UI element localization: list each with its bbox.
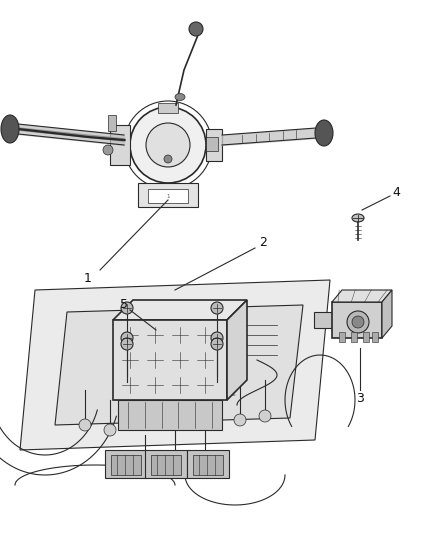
Ellipse shape xyxy=(315,120,333,146)
Circle shape xyxy=(189,22,203,36)
Bar xyxy=(187,450,229,478)
Bar xyxy=(145,450,187,478)
Bar xyxy=(351,332,357,342)
Ellipse shape xyxy=(352,214,364,222)
Circle shape xyxy=(104,424,116,436)
Text: 1: 1 xyxy=(84,271,92,285)
Bar xyxy=(108,115,116,131)
Polygon shape xyxy=(118,400,222,430)
Bar xyxy=(363,332,369,342)
Polygon shape xyxy=(20,280,330,450)
Text: 4: 4 xyxy=(392,187,400,199)
Circle shape xyxy=(79,419,91,431)
Circle shape xyxy=(130,107,206,183)
Polygon shape xyxy=(227,300,247,400)
Circle shape xyxy=(347,311,369,333)
Circle shape xyxy=(234,414,246,426)
Bar xyxy=(111,455,141,475)
Text: 2: 2 xyxy=(259,237,267,249)
Circle shape xyxy=(146,123,190,167)
Bar xyxy=(339,332,345,342)
Circle shape xyxy=(121,302,133,314)
Polygon shape xyxy=(332,290,392,302)
Circle shape xyxy=(103,145,113,155)
Circle shape xyxy=(121,332,133,344)
Circle shape xyxy=(164,155,172,163)
Text: 3: 3 xyxy=(356,392,364,405)
Polygon shape xyxy=(113,320,227,400)
Circle shape xyxy=(259,410,271,422)
Text: 5: 5 xyxy=(120,297,128,311)
Bar xyxy=(151,455,181,475)
Bar xyxy=(158,103,178,113)
Circle shape xyxy=(211,332,223,344)
Polygon shape xyxy=(382,290,392,338)
Polygon shape xyxy=(55,305,303,425)
Ellipse shape xyxy=(1,115,19,143)
Circle shape xyxy=(211,302,223,314)
Ellipse shape xyxy=(175,93,185,101)
Bar xyxy=(110,125,130,165)
Bar xyxy=(193,455,223,475)
Polygon shape xyxy=(113,300,247,320)
Polygon shape xyxy=(332,302,382,338)
Text: 1: 1 xyxy=(166,193,170,198)
Bar xyxy=(138,183,198,207)
Circle shape xyxy=(211,338,223,350)
Bar xyxy=(206,129,222,161)
Bar xyxy=(372,332,378,342)
Bar xyxy=(206,137,218,151)
Circle shape xyxy=(121,338,133,350)
Bar xyxy=(105,450,147,478)
Polygon shape xyxy=(314,312,332,328)
Circle shape xyxy=(352,316,364,328)
Bar xyxy=(148,189,188,203)
